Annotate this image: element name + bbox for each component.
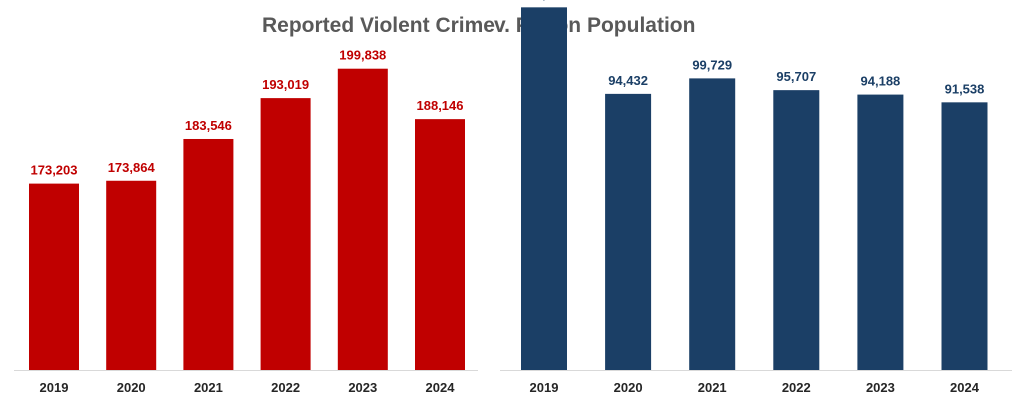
x-tick-label-right-2023: 2023 — [866, 380, 895, 395]
data-label-right-2024: 91,538 — [945, 81, 985, 96]
data-label-left-2023: 199,838 — [339, 48, 386, 63]
data-label-left-2019: 173,203 — [31, 163, 78, 178]
x-tick-label-right-2022: 2022 — [782, 380, 811, 395]
x-tick-label-left-2022: 2022 — [271, 380, 300, 395]
bar-right-2022 — [773, 90, 820, 370]
chart-title-left: Reported Violent Crime — [262, 14, 495, 37]
x-tick-label-left-2019: 2019 — [40, 380, 69, 395]
bar-left-2022 — [260, 98, 311, 370]
bar-left-2024 — [415, 119, 465, 370]
bar-left-2023 — [337, 68, 388, 370]
bar-left-2020 — [106, 180, 157, 370]
x-tick-label-left-2021: 2021 — [194, 380, 223, 395]
x-tick-label-right-2019: 2019 — [530, 380, 559, 395]
chart-right: 124,027 2019 94,432 2020 99,729 2021 95,707 202… — [500, 0, 1012, 395]
bar-left-2019 — [29, 183, 79, 370]
bar-right-2023 — [857, 94, 904, 370]
data-label-right-2019: 124,027 — [521, 0, 568, 1]
data-label-left-2020: 173,864 — [108, 160, 156, 175]
data-label-left-2024: 188,146 — [417, 98, 464, 113]
bar-right-2019 — [521, 7, 567, 370]
data-label-right-2020: 94,432 — [608, 73, 648, 88]
x-tick-label-right-2024: 2024 — [950, 380, 980, 395]
x-tick-label-right-2020: 2020 — [614, 380, 643, 395]
data-label-left-2021: 183,546 — [185, 118, 232, 133]
x-tick-label-left-2023: 2023 — [348, 380, 377, 395]
bar-right-2024 — [941, 102, 988, 370]
x-tick-label-left-2024: 2024 — [426, 380, 456, 395]
chart-left: 173,203 2019 173,864 2020 183,546 2021 193,019… — [14, 48, 478, 395]
data-label-right-2023: 94,188 — [861, 74, 901, 89]
x-tick-label-right-2021: 2021 — [698, 380, 727, 395]
bar-right-2021 — [689, 78, 736, 370]
bar-left-2021 — [183, 138, 234, 370]
data-label-right-2022: 95,707 — [776, 69, 816, 84]
data-label-left-2022: 193,019 — [262, 77, 309, 92]
x-tick-label-left-2020: 2020 — [117, 380, 146, 395]
bar-right-2020 — [605, 93, 652, 370]
data-label-right-2021: 99,729 — [692, 57, 732, 72]
